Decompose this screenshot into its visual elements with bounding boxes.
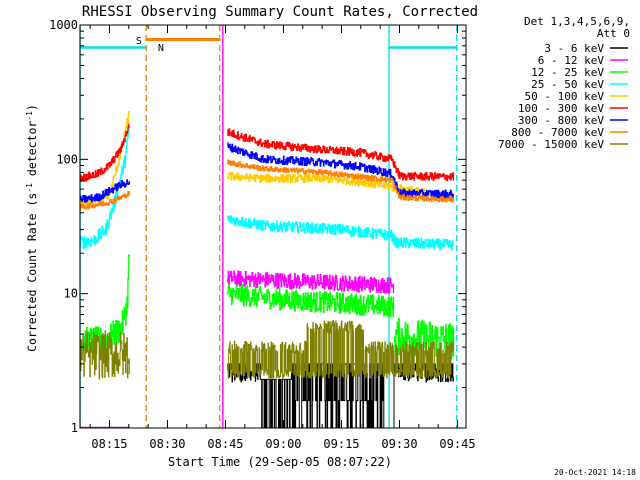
y-tick-label-1000: 1000 (49, 18, 78, 32)
series-50-100-kev-post (227, 172, 455, 202)
series-12-25-kev-post (227, 284, 395, 318)
legend-label-3: 25 - 50 keV (531, 78, 604, 91)
series-100-300-kev-post (227, 128, 455, 182)
series-300-800-kev-post (227, 142, 455, 199)
series-800-7000-kev-pre (79, 190, 130, 211)
legend-label-4: 50 - 100 keV (525, 90, 605, 103)
series-25-50-kev-pre (79, 128, 130, 250)
legend-label-7: 800 - 7000 keV (511, 126, 604, 139)
series-25-50-kev-post (227, 214, 455, 251)
marker-n: N (158, 43, 164, 54)
y-tick-label-10: 10 (64, 287, 78, 301)
series-100-300-kev-pre (79, 123, 130, 182)
x-tick-label-0830: 08:30 (149, 437, 185, 451)
x-tick-label-0915: 09:15 (323, 437, 359, 451)
x-tick-label-0900: 09:00 (265, 437, 301, 451)
legend-label-1: 6 - 12 keV (538, 54, 605, 67)
marker-s: S (136, 36, 142, 47)
series-7000-15000-kev-pre (80, 330, 130, 380)
series-6-12-kev-post (227, 270, 395, 294)
legend-label-8: 7000 - 15000 keV (498, 138, 604, 151)
y-tick-label-1: 1 (71, 421, 78, 435)
legend-label-0: 3 - 6 keV (544, 42, 604, 55)
x-tick-label-0815: 08:15 (91, 437, 127, 451)
series-7000-15000-kev-post (227, 320, 455, 379)
x-tick-label-0930: 09:30 (381, 437, 417, 451)
series-300-800-kev-pre (79, 179, 130, 203)
series-800-7000-kev-post (227, 159, 455, 203)
legend-header-line-1: Det 1,3,4,5,6,9, (524, 15, 630, 28)
timestamp: 20-Oct-2021 14:18 (554, 468, 636, 477)
x-tick-label-0845: 08:45 (207, 437, 243, 451)
plot-frame (79, 24, 467, 429)
legend-label-5: 100 - 300 keV (518, 102, 604, 115)
legend-header-line-2: Att 0 (597, 27, 630, 40)
legend-label-2: 12 - 25 keV (531, 66, 604, 79)
chart-title: RHESSI Observing Summary Count Rates, Co… (82, 4, 478, 20)
x-tick-label-0945: 09:45 (439, 437, 475, 451)
y-tick-label-100: 100 (56, 152, 78, 166)
y-axis-label: Corrected Count Rate (s-1 detector-1) (25, 104, 40, 352)
x-axis-label: Start Time (29-Sep-05 08:07:22) (168, 455, 392, 469)
legend-label-6: 300 - 800 keV (518, 114, 604, 127)
